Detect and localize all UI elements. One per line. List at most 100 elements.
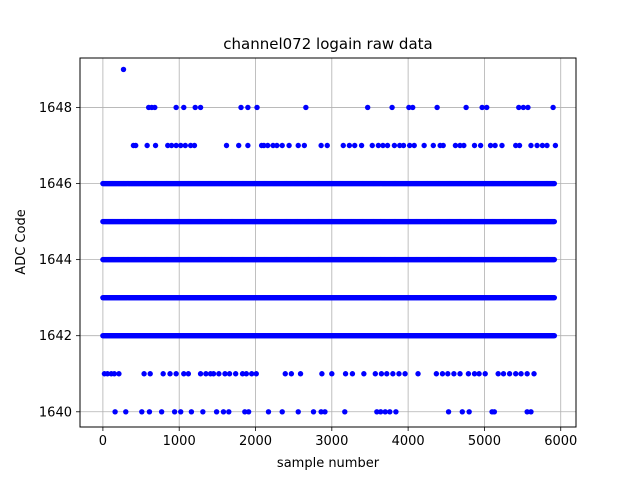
x-tick-label: 3000: [315, 434, 348, 449]
data-point: [243, 371, 250, 377]
data-point: [479, 104, 485, 111]
data-point: [286, 142, 292, 149]
data-point: [484, 104, 490, 111]
data-point: [182, 142, 188, 149]
data-point: [301, 142, 308, 149]
data-point: [463, 104, 469, 111]
data-point: [384, 371, 390, 377]
chart-title: channel072 logain raw data: [223, 35, 432, 53]
data-point: [372, 371, 379, 377]
data-point: [369, 142, 375, 149]
data-point: [238, 104, 244, 111]
data-point: [329, 371, 335, 377]
data-point: [158, 409, 165, 415]
data-point: [342, 371, 349, 377]
data-point: [539, 142, 546, 149]
data-point: [188, 409, 195, 415]
data-point: [396, 371, 402, 377]
data-point: [378, 371, 385, 377]
data-point: [242, 409, 248, 415]
data-point: [433, 371, 440, 377]
data-point: [120, 66, 127, 73]
points-layer: [100, 66, 559, 415]
data-point: [141, 371, 147, 377]
data-point: [551, 218, 558, 225]
data-point: [390, 371, 396, 377]
y-tick-label: 1648: [39, 101, 72, 116]
data-point: [377, 409, 384, 415]
y-axis-label: ADC Code: [14, 209, 29, 274]
x-tick-label: 4000: [392, 434, 425, 449]
data-point: [506, 371, 513, 377]
data-point: [452, 142, 459, 149]
data-point: [181, 371, 187, 377]
data-point: [518, 371, 524, 377]
x-tick-label: 6000: [544, 434, 577, 449]
data-point: [525, 104, 531, 111]
data-point: [477, 142, 484, 149]
data-point: [476, 371, 482, 377]
data-point: [471, 371, 478, 377]
data-point: [375, 142, 382, 149]
data-point: [216, 371, 222, 377]
data-point: [147, 371, 153, 377]
data-point: [421, 142, 427, 149]
data-point: [197, 371, 204, 377]
ticks-layer: 0 1000 2000 3000 4000 5000 6000 1640 1642 1644 164…: [39, 101, 577, 449]
data-point: [265, 409, 272, 415]
data-point: [415, 371, 421, 377]
data-point: [528, 409, 534, 415]
data-point: [226, 371, 233, 377]
data-point: [297, 371, 304, 377]
data-point: [295, 409, 301, 415]
data-point: [173, 142, 179, 149]
data-point: [165, 142, 171, 149]
data-point: [499, 142, 505, 149]
data-point: [487, 142, 494, 149]
data-point: [482, 371, 488, 377]
data-point: [279, 142, 285, 149]
data-point: [303, 104, 309, 111]
data-point: [295, 142, 301, 149]
data-point: [461, 142, 467, 149]
data-point: [457, 142, 463, 149]
data-point: [168, 142, 175, 149]
x-tick-label: 1000: [163, 434, 196, 449]
data-point: [187, 142, 194, 149]
data-point: [410, 104, 416, 111]
data-point: [203, 371, 209, 377]
data-point: [552, 142, 559, 149]
data-point: [534, 142, 540, 149]
data-point: [384, 142, 391, 149]
data-point: [364, 104, 371, 111]
data-point: [352, 142, 358, 149]
data-point: [397, 142, 403, 149]
data-point: [411, 142, 417, 149]
data-point: [133, 142, 139, 149]
data-point: [248, 371, 255, 377]
data-point: [445, 409, 452, 415]
data-point: [210, 371, 217, 377]
data-point: [491, 409, 498, 415]
data-point: [171, 409, 178, 415]
data-point: [274, 142, 280, 149]
data-point: [181, 104, 187, 111]
data-point: [245, 104, 251, 111]
data-point: [520, 104, 527, 111]
data-point: [361, 371, 367, 377]
data-point: [400, 142, 407, 149]
data-point: [440, 142, 446, 149]
data-point: [439, 371, 446, 377]
data-point: [513, 371, 519, 377]
data-point: [310, 409, 317, 415]
data-point: [123, 409, 129, 415]
data-point: [445, 371, 451, 377]
data-point: [551, 333, 558, 339]
data-point: [500, 371, 507, 377]
data-point: [451, 371, 457, 377]
data-point: [466, 409, 472, 415]
data-point: [144, 142, 150, 149]
